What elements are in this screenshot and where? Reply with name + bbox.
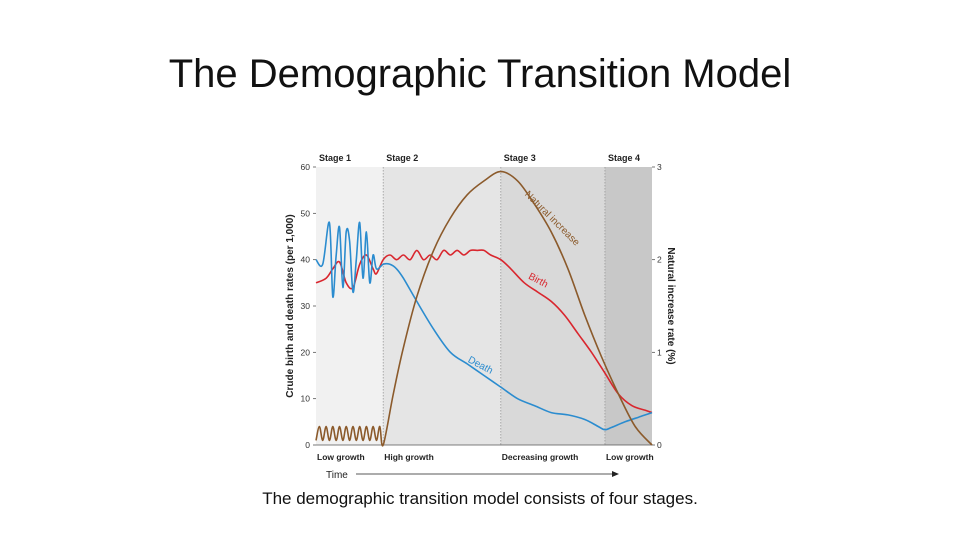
stage-labels: Stage 1 Stage 2 Stage 3 Stage 4 bbox=[319, 153, 640, 163]
stage-label-1: Stage 1 bbox=[319, 153, 351, 163]
growth-label-4: Low growth bbox=[606, 452, 654, 462]
series-line-natural-increase bbox=[315, 170, 653, 447]
y-right-tick-label-1: 1 bbox=[657, 347, 662, 357]
y-left-tick-label-5: 50 bbox=[301, 208, 311, 218]
demographic-transition-chart: Stage 1 Stage 2 Stage 3 Stage 4 0 10 20 30 40 50… bbox=[280, 142, 676, 488]
stage-label-3: Stage 3 bbox=[504, 153, 536, 163]
growth-label-1: Low growth bbox=[317, 452, 365, 462]
series-lines bbox=[315, 170, 653, 447]
stage-band-2 bbox=[383, 167, 501, 445]
y-left-tick-label-1: 10 bbox=[301, 394, 311, 404]
stage-label-2: Stage 2 bbox=[386, 153, 418, 163]
stage-bands bbox=[316, 167, 652, 445]
y-right-tick-label-3: 3 bbox=[657, 162, 662, 172]
stage-band-4 bbox=[604, 167, 652, 445]
y-right-tick-label-2: 2 bbox=[657, 255, 662, 265]
series-line-birth bbox=[315, 249, 653, 414]
y-left-tick-label-4: 40 bbox=[301, 255, 311, 265]
y-left-tick-label-0: 0 bbox=[305, 440, 310, 450]
y-left-axis-title: Crude birth and death rates (per 1,000) bbox=[285, 214, 296, 397]
x-axis-title: Time bbox=[326, 470, 348, 481]
chart-svg: Stage 1 Stage 2 Stage 3 Stage 4 01020304050… bbox=[285, 153, 676, 481]
growth-label-3: Decreasing growth bbox=[502, 452, 579, 462]
growth-label-2: High growth bbox=[384, 452, 434, 462]
y-left-tick-label-6: 60 bbox=[301, 162, 311, 172]
bottom-labels: Low growth High growth Decreasing growth Lo… bbox=[317, 452, 654, 481]
y-left-tick-label-3: 30 bbox=[301, 301, 311, 311]
slide-caption: The demographic transition model consist… bbox=[262, 489, 698, 508]
stage-band-3 bbox=[500, 167, 605, 445]
slide-title: The Demographic Transition Model bbox=[168, 52, 792, 96]
axes: 0 10 20 30 40 50 60 0 1 2 3 Crude birth and death r… bbox=[285, 162, 676, 450]
stage-label-4: Stage 4 bbox=[608, 153, 640, 163]
time-arrow-head bbox=[612, 471, 619, 477]
stage-band-1 bbox=[316, 167, 384, 445]
y-left-tick-label-2: 20 bbox=[301, 347, 311, 357]
y-right-tick-label-0: 0 bbox=[657, 440, 662, 450]
y-right-axis-title: Natural increase rate (%) bbox=[665, 247, 676, 364]
series-line-death bbox=[315, 221, 653, 431]
